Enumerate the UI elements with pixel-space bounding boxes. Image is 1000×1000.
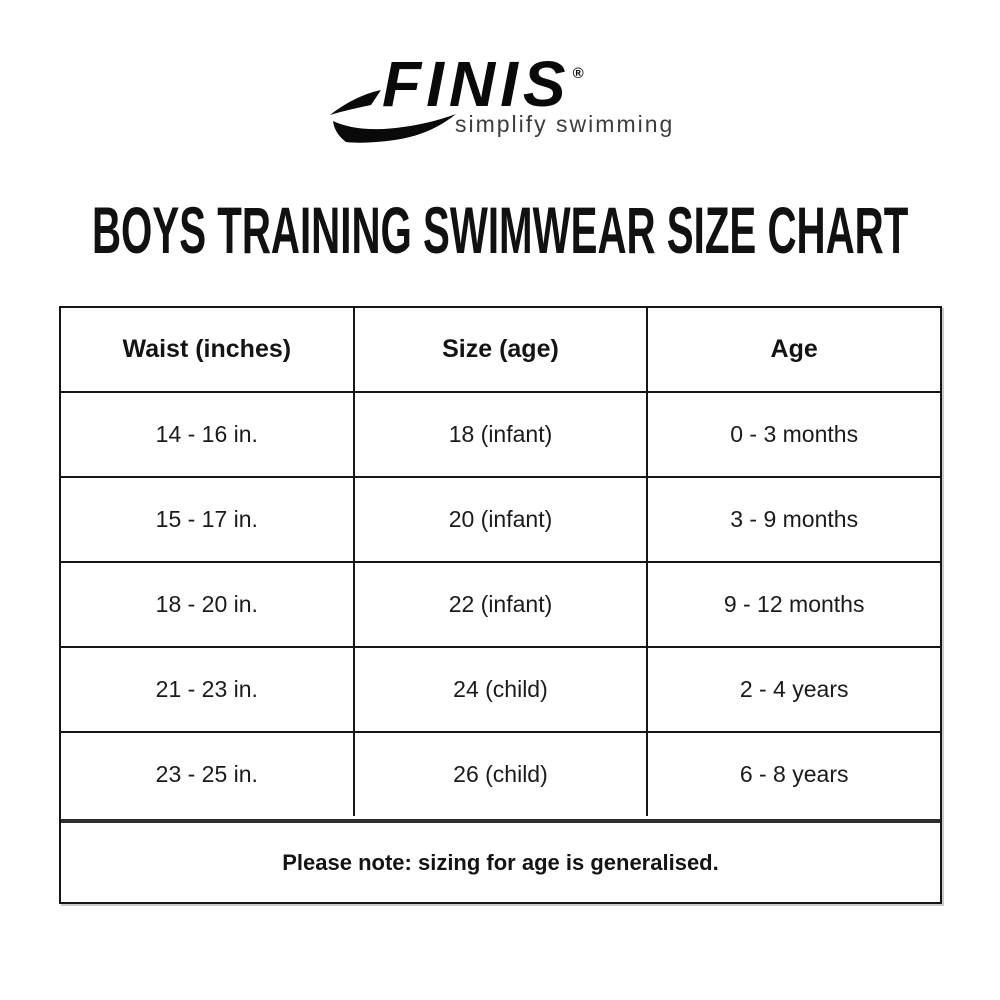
table-row: 23 - 25 in. 26 (child) 6 - 8 years [61,731,940,816]
table-row: 21 - 23 in. 24 (child) 2 - 4 years [61,646,940,731]
size-value: 22 (infant) [352,563,647,646]
age-value: 3 - 9 months [646,478,940,561]
table-row: 18 - 20 in. 22 (infant) 9 - 12 months [61,561,940,646]
age-value: 6 - 8 years [646,733,940,816]
waist-value: 18 - 20 in. [155,591,258,617]
size-value: 26 (child) [352,733,647,816]
age-value: 9 - 12 months [646,563,940,646]
table-row: 15 - 17 in. 20 (infant) 3 - 9 months [61,476,940,561]
waist-value: 21 - 23 in. [155,676,258,702]
header-waist: Waist (inches) [122,335,292,363]
size-value: 24 (child) [352,648,647,731]
waist-value: 15 - 17 in. [155,506,258,532]
finis-swoosh-icon [330,90,456,143]
waist-value: 23 - 25 in. [155,761,258,787]
size-table: Waist (inches) Size (age) Age 14 - 16 in… [59,306,942,904]
age-value: 0 - 3 months [646,393,940,476]
logo-tagline: simplify swimming [455,111,675,137]
size-value: 20 (infant) [352,478,647,561]
finis-logo: FINIS ® [382,52,584,116]
header-size: Size (age) [352,308,647,391]
sizing-note: Please note: sizing for age is generalis… [61,819,940,902]
waist-value: 14 - 16 in. [155,421,258,447]
size-value: 18 (infant) [352,393,647,476]
age-value: 2 - 4 years [646,648,940,731]
registered-trademark-symbol: ® [572,65,584,82]
page-title-wrap: BOYS TRAINING SWIMWEAR SIZE CHART [0,197,1000,263]
finis-brand-text: FINIS [382,48,571,120]
page-title: BOYS TRAINING SWIMWEAR SIZE CHART [91,193,909,267]
table-row: 14 - 16 in. 18 (infant) 0 - 3 months [61,391,940,476]
table-header-row: Waist (inches) Size (age) Age [61,308,940,391]
header-age: Age [646,308,940,391]
